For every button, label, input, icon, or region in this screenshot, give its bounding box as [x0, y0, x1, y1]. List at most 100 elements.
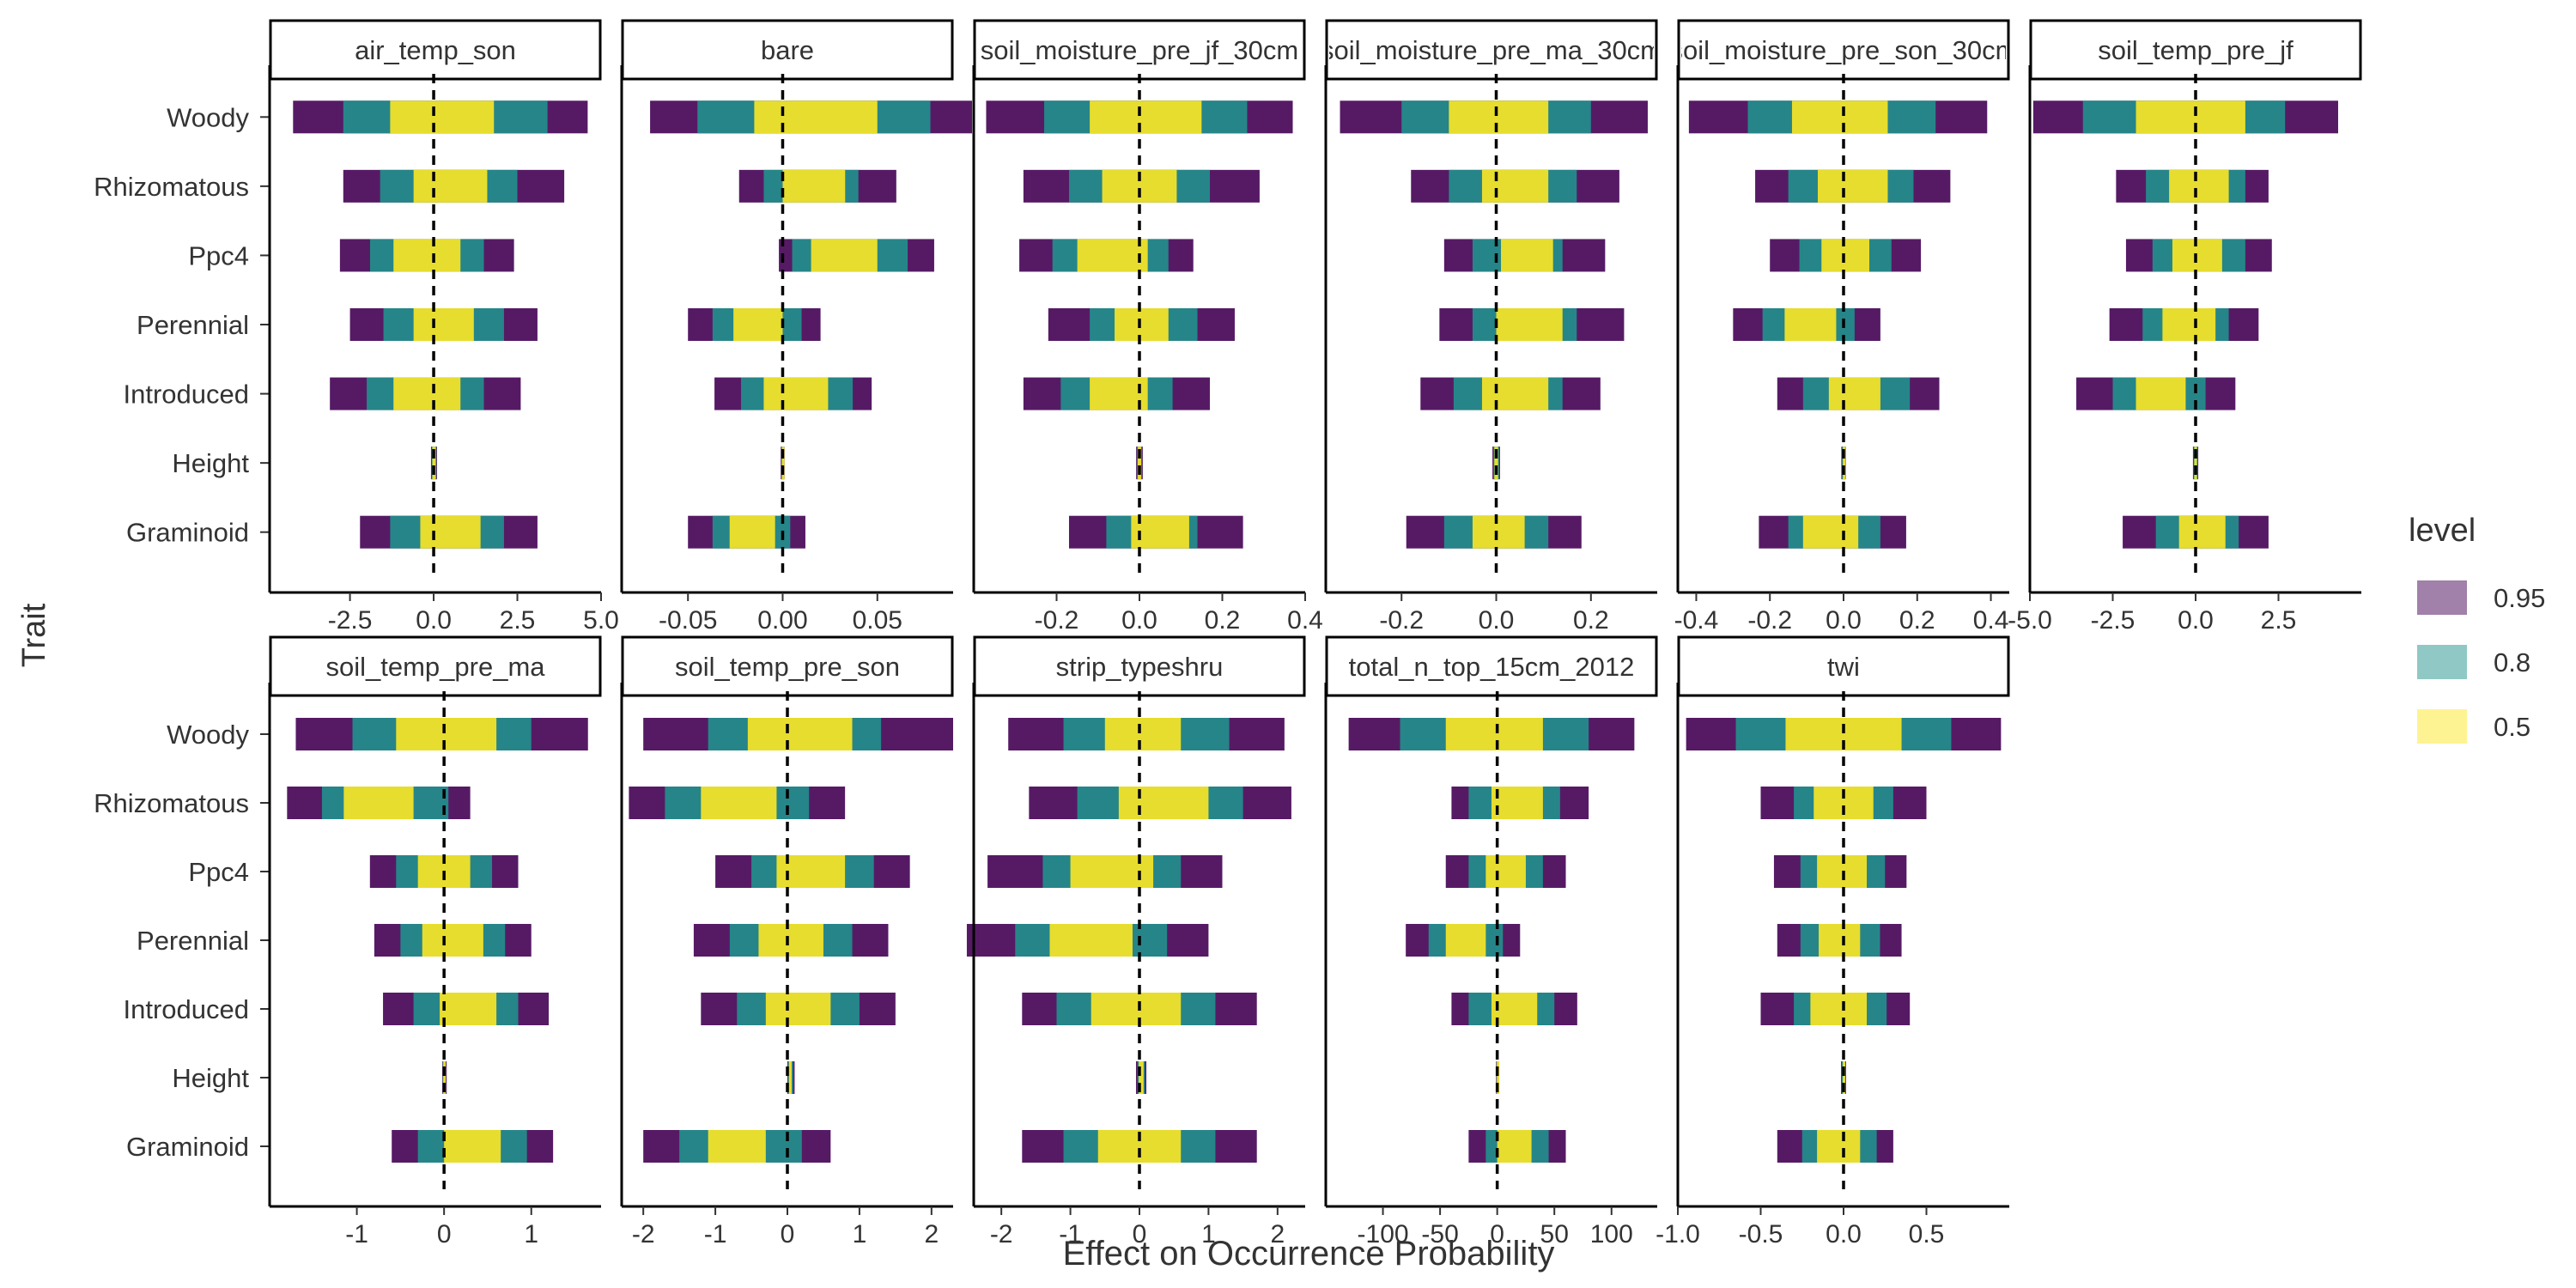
x-tick-label: -1	[1059, 1220, 1082, 1249]
interval-bar-height-level-0-5	[1494, 447, 1498, 480]
panel-strip-label: twi	[1827, 652, 1860, 682]
y-tick-label-rhizomatous: Rhizomatous	[94, 788, 249, 818]
interval-bar-height-level-0-5	[443, 1061, 447, 1094]
interval-bar-introduced-level-0-5	[440, 993, 497, 1025]
interval-bar-woody-level-0-5	[1104, 718, 1182, 750]
interval-bar-perennial-level-0-5	[413, 308, 474, 341]
panel-strip-label: bare	[761, 35, 814, 65]
interval-bar-height-level-0-5	[1138, 447, 1141, 480]
panel-strip-label: strip_typeshru	[1056, 652, 1224, 682]
interval-bar-height-level-0-5	[432, 447, 436, 480]
x-tick-label: -0.5	[1739, 1220, 1783, 1249]
x-tick-label: 2.5	[2261, 606, 2297, 635]
interval-bar-woody-level-0-5	[1445, 718, 1543, 750]
legend-label-0-8: 0.8	[2494, 647, 2530, 677]
x-tick-label: 0.0	[1826, 606, 1862, 635]
x-tick-label: 0.2	[1573, 606, 1609, 635]
interval-bar-introduced-level-0-5	[1091, 993, 1182, 1025]
panel-strip	[973, 19, 1306, 81]
interval-bar-ppc4-level-0-5	[1077, 239, 1148, 272]
interval-bar-height-level-0-5	[1843, 447, 1846, 480]
panel-strip-label: soil_moisture_pre_son_30cm	[1670, 35, 2018, 65]
y-tick-label-rhizomatous: Rhizomatous	[94, 172, 249, 202]
interval-bar-perennial-level-0-5	[1496, 308, 1563, 341]
panel-strip	[621, 635, 954, 697]
interval-bar-ppc4-level-0-5	[2172, 239, 2222, 272]
panel-strip	[1677, 19, 2010, 81]
x-tick-label: 0.2	[1899, 606, 1935, 635]
interval-bar-perennial-level-0-5	[422, 924, 483, 957]
panel-soil-moisture-pre-ma-30cm: soil_moisture_pre_ma_30cm -0.2 0.0 0.2	[1324, 19, 1658, 635]
x-tick-label: 0.0	[1121, 606, 1157, 635]
x-tick-label: 2	[924, 1220, 939, 1249]
x-tick-label: 0.4	[1973, 606, 2009, 635]
interval-bar-perennial-level-0-5	[1819, 924, 1861, 957]
legend-title: level	[2409, 513, 2476, 549]
y-tick-label-graminoid: Graminoid	[126, 1132, 249, 1162]
interval-bar-woody-level-0-5	[1090, 100, 1202, 134]
panel-strip	[973, 635, 1306, 697]
interval-bar-graminoid-level-0-5	[1802, 515, 1859, 549]
x-tick-label: -2.5	[2091, 606, 2136, 635]
x-tick-label: 0.0	[1826, 1220, 1862, 1249]
interval-bar-graminoid-level-0-5	[420, 515, 481, 549]
interval-bar-woody-level-0-5	[747, 718, 853, 750]
interval-bar-rhizomatous-level-0-5	[413, 169, 488, 203]
y-axis-title: Trait	[16, 603, 52, 667]
y-tick-label-introduced: Introduced	[124, 994, 250, 1024]
y-tick-label-ppc4: Ppc4	[188, 857, 249, 887]
interval-bar-introduced-level-0-5	[1828, 377, 1880, 410]
panel-bare: bare -0.05 0.00 0.05	[620, 19, 973, 635]
panel-strip-label: soil_temp_pre_ma	[325, 652, 545, 682]
y-tick-label-perennial: Perennial	[137, 310, 249, 340]
panel-strip-label: soil_moisture_pre_jf_30cm	[981, 35, 1298, 65]
panel-strip	[269, 19, 602, 81]
interval-bar-rhizomatous-level-0-5	[2169, 169, 2229, 203]
x-tick-label: 1	[1201, 1220, 1216, 1249]
interval-bar-introduced-level-0-5	[1810, 993, 1868, 1025]
x-tick-label: 0	[437, 1220, 452, 1249]
interval-bar-ppc4-level-0-5	[1821, 239, 1870, 272]
panel-strip-label: total_n_top_15cm_2012	[1349, 652, 1635, 682]
y-tick-label-height: Height	[172, 448, 249, 478]
x-tick-label: 0.05	[853, 606, 902, 635]
legend: level 0.95 0.8 0.5	[2409, 513, 2545, 744]
panel-soil-temp-pre-ma: soil_temp_pre_ma -1 0 1	[268, 635, 602, 1249]
x-tick-label: -0.2	[1035, 606, 1079, 635]
interval-bar-woody-level-0-5	[396, 718, 497, 750]
x-tick-label: -2	[990, 1220, 1013, 1249]
interval-bar-rhizomatous-level-0-5	[1118, 787, 1209, 819]
x-tick-label: -2.5	[328, 606, 373, 635]
interval-bar-graminoid-level-0-5	[1472, 515, 1525, 549]
x-tick-label: -5.0	[2008, 606, 2052, 635]
panel-soil-moisture-pre-jf-30cm: soil_moisture_pre_jf_30cm -0.2 0.0 0.2 0.4	[972, 19, 1323, 635]
panel-strip	[621, 19, 954, 81]
interval-bar-graminoid-level-0-5	[444, 1130, 501, 1163]
interval-bar-perennial-level-0-5	[733, 308, 783, 341]
panel-total-n-top-15cm-2012: total_n_top_15cm_2012 -100 -50 0 50 100	[1324, 635, 1658, 1249]
x-tick-label: 1	[853, 1220, 867, 1249]
x-tick-label: 0	[1133, 1220, 1147, 1249]
panel-soil-moisture-pre-son-30cm: soil_moisture_pre_son_30cm -0.4 -0.2 0.0 0.2…	[1670, 19, 2018, 635]
interval-bar-rhizomatous-level-0-5	[1817, 169, 1888, 203]
x-tick-label: -0.2	[1747, 606, 1792, 635]
interval-bar-height-level-0-5	[781, 447, 785, 480]
interval-bar-graminoid-level-0-5	[1817, 1130, 1861, 1163]
interval-bar-ppc4-level-0-5	[811, 239, 878, 272]
y-tick-label-height: Height	[172, 1063, 249, 1093]
interval-bar-woody-level-0-5	[754, 100, 878, 134]
x-tick-label: 1	[524, 1220, 538, 1249]
panel-strip	[1325, 19, 1658, 81]
x-tick-label: 0.2	[1205, 606, 1241, 635]
interval-bar-height-level-0-5	[1497, 1061, 1500, 1094]
x-tick-label: 0.5	[1909, 1220, 1945, 1249]
x-tick-label: 0.00	[757, 606, 807, 635]
y-tick-label-introduced: Introduced	[124, 380, 250, 410]
legend-swatch-0-8	[2417, 645, 2467, 679]
interval-bar-height-level-0-5	[1139, 1061, 1144, 1094]
x-axis-title: Effect on Occurrence Probability	[1063, 1235, 1555, 1273]
x-tick-label: 5.0	[583, 606, 619, 635]
x-tick-label: -2	[632, 1220, 655, 1249]
x-tick-label: 0	[781, 1220, 795, 1249]
